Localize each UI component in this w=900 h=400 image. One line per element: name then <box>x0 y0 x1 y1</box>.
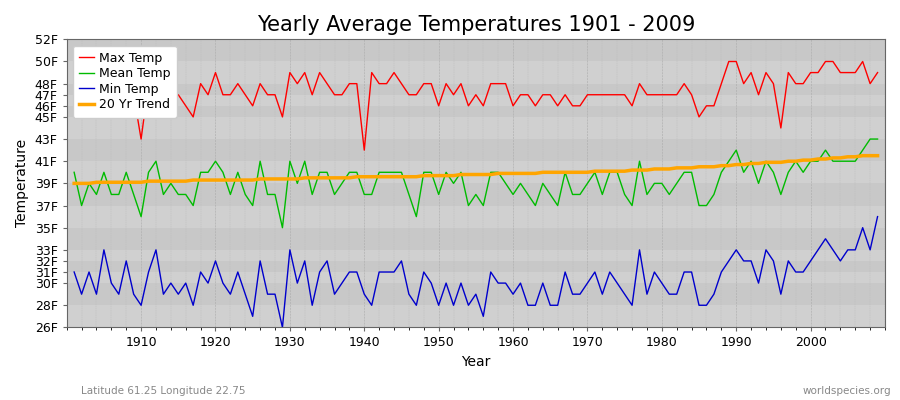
20 Yr Trend <box>508 171 518 176</box>
Bar <box>67 106 885 117</box>
Mean Temp <box>865 137 876 142</box>
Bar <box>67 84 885 95</box>
Max Temp <box>724 59 734 64</box>
Min Temp <box>515 281 526 286</box>
Max Temp <box>129 92 140 97</box>
Max Temp <box>292 81 302 86</box>
20 Yr Trend <box>337 176 347 180</box>
Line: Min Temp: Min Temp <box>74 217 878 328</box>
Bar <box>67 228 885 250</box>
Max Temp <box>515 92 526 97</box>
Bar <box>67 117 885 139</box>
Max Temp <box>605 92 616 97</box>
20 Yr Trend <box>68 181 79 186</box>
Y-axis label: Temperature: Temperature <box>15 139 29 228</box>
X-axis label: Year: Year <box>461 355 491 369</box>
Mean Temp <box>605 170 616 175</box>
Mean Temp <box>508 192 518 197</box>
Mean Temp <box>300 159 310 164</box>
Title: Yearly Average Temperatures 1901 - 2009: Yearly Average Temperatures 1901 - 2009 <box>256 15 695 35</box>
Mean Temp <box>129 192 140 197</box>
Min Temp <box>605 270 616 274</box>
Mean Temp <box>872 137 883 142</box>
Max Temp <box>359 148 370 152</box>
20 Yr Trend <box>597 169 608 174</box>
Mean Temp <box>277 225 288 230</box>
Min Temp <box>344 270 355 274</box>
Bar <box>67 206 885 228</box>
20 Yr Trend <box>500 171 511 176</box>
Min Temp <box>872 214 883 219</box>
Line: Max Temp: Max Temp <box>74 62 878 150</box>
Line: 20 Yr Trend: 20 Yr Trend <box>74 156 878 183</box>
Mean Temp <box>344 170 355 175</box>
Bar <box>67 272 885 283</box>
Max Temp <box>872 70 883 75</box>
Mean Temp <box>515 181 526 186</box>
Bar <box>67 139 885 161</box>
Min Temp <box>508 292 518 296</box>
Min Temp <box>277 325 288 330</box>
Bar <box>67 250 885 261</box>
Min Temp <box>129 292 140 296</box>
Mean Temp <box>68 170 79 175</box>
Bar <box>67 62 885 84</box>
Bar <box>67 95 885 106</box>
Legend: Max Temp, Mean Temp, Min Temp, 20 Yr Trend: Max Temp, Mean Temp, Min Temp, 20 Yr Tre… <box>73 46 177 118</box>
Bar <box>67 283 885 305</box>
Max Temp <box>337 92 347 97</box>
Bar <box>67 305 885 328</box>
Min Temp <box>300 258 310 263</box>
Bar <box>67 161 885 183</box>
Min Temp <box>68 270 79 274</box>
Bar <box>67 183 885 206</box>
Bar <box>67 39 885 62</box>
Max Temp <box>508 104 518 108</box>
Text: worldspecies.org: worldspecies.org <box>803 386 891 396</box>
Bar <box>67 261 885 272</box>
20 Yr Trend <box>292 176 302 181</box>
20 Yr Trend <box>129 180 140 185</box>
Line: Mean Temp: Mean Temp <box>74 139 878 228</box>
Max Temp <box>68 104 79 108</box>
20 Yr Trend <box>872 153 883 158</box>
20 Yr Trend <box>858 153 868 158</box>
Text: Latitude 61.25 Longitude 22.75: Latitude 61.25 Longitude 22.75 <box>81 386 246 396</box>
